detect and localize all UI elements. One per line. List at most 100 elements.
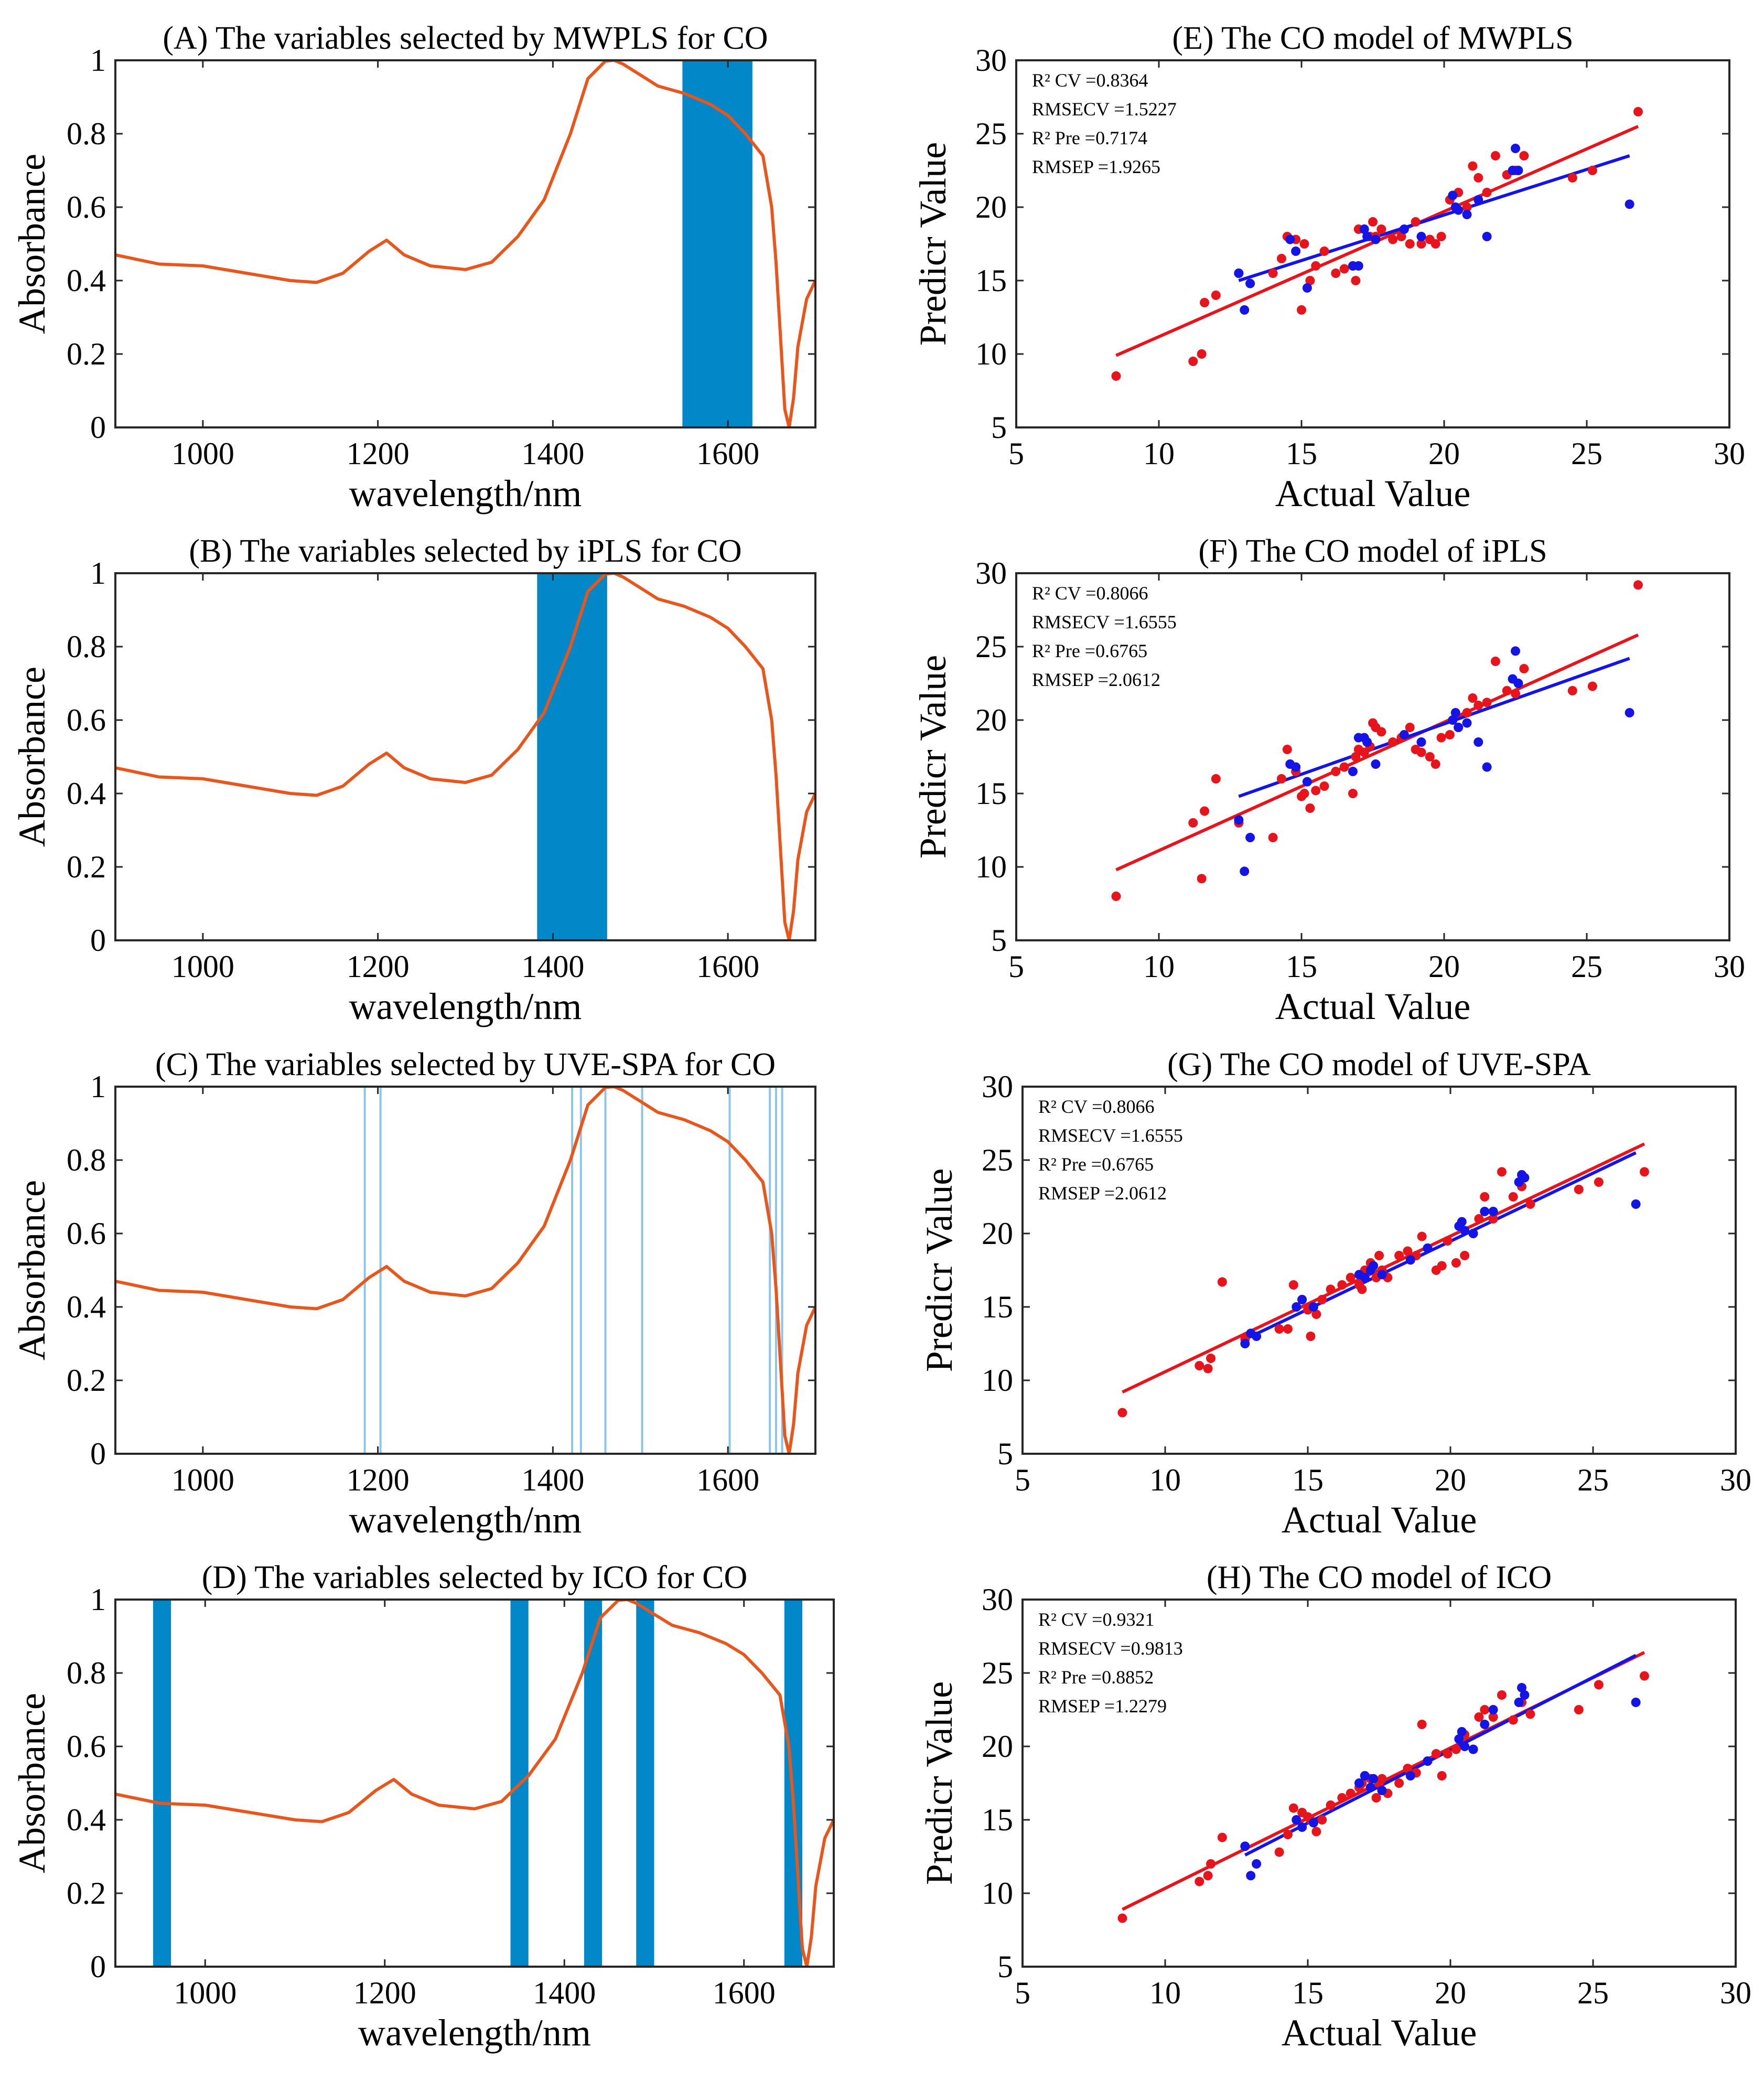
x-tick-label: 1200 — [347, 436, 410, 471]
calibration-point — [1197, 874, 1207, 884]
y-tick-label: 5 — [991, 923, 1007, 958]
x-tick-label: 1200 — [353, 1976, 416, 2010]
calibration-point — [1268, 833, 1278, 842]
calibration-point — [1403, 1764, 1413, 1773]
x-tick-label: 1400 — [521, 436, 584, 471]
y-tick-label: 20 — [975, 190, 1007, 224]
x-tick-label: 10 — [1149, 1463, 1181, 1497]
plot-area — [1111, 107, 1643, 381]
prediction-point — [1240, 1841, 1250, 1851]
x-tick-label: 15 — [1292, 1976, 1324, 2010]
prediction-point — [1520, 1690, 1530, 1700]
panel-f: R² CV =0.8066 RMSECV =1.6555 R² Pre =0.676… — [912, 533, 1745, 1027]
calibration-point — [1639, 1167, 1649, 1177]
y-tick-label: 0.8 — [67, 116, 106, 151]
prediction-point — [1405, 1771, 1415, 1780]
prediction-point — [1450, 708, 1460, 717]
spectrum-line — [115, 1600, 834, 1967]
calibration-point — [1283, 1324, 1293, 1334]
calibration-point — [1203, 1871, 1213, 1881]
y-tick-label: 10 — [975, 850, 1007, 884]
y-tick-label: 0.8 — [67, 629, 106, 664]
y-axis-label: Predicr Value — [918, 1681, 960, 1885]
prediction-point — [1468, 1744, 1478, 1754]
calibration-point — [1490, 151, 1500, 160]
panel-title: (B) The variables selected by iPLS for C… — [189, 533, 741, 569]
y-axis-label: Predicr Value — [912, 655, 954, 859]
calibration-point — [1502, 686, 1512, 695]
x-tick-label: 1000 — [171, 949, 234, 984]
y-tick-label: 5 — [991, 410, 1007, 445]
prediction-point — [1359, 224, 1369, 234]
x-tick-label: 5 — [1008, 436, 1024, 471]
y-tick-label: 0 — [90, 1436, 106, 1471]
calibration-point — [1274, 1324, 1284, 1334]
calibration-point — [1188, 818, 1198, 828]
selected-band — [682, 60, 752, 427]
y-tick-label: 0.6 — [67, 1729, 106, 1764]
calibration-point — [1346, 1273, 1356, 1282]
x-tick-label: 20 — [1428, 949, 1460, 984]
calibration-point — [1276, 774, 1286, 784]
prediction-point — [1369, 1261, 1379, 1271]
y-tick-label: 1 — [90, 1069, 106, 1104]
calibration-point — [1473, 173, 1483, 183]
prediction-point — [1348, 767, 1358, 776]
calibration-point — [1430, 759, 1440, 769]
panel-title: (D) The variables selected by ICO for CO — [202, 1560, 747, 1595]
calibration-point — [1519, 664, 1529, 673]
prediction-point — [1482, 762, 1492, 772]
panel-e: R² CV =0.8364 RMSECV =1.5227 R² Pre =0.717… — [912, 20, 1745, 514]
calibration-point — [1288, 1803, 1298, 1813]
x-axis-label: wavelength/nm — [349, 473, 582, 514]
prediction-point — [1252, 1332, 1262, 1341]
calibration-point — [1339, 762, 1349, 772]
y-tick-label: 15 — [975, 263, 1007, 298]
calibration-point — [1317, 1815, 1327, 1825]
stats-line: RMSECV =1.6555 — [1038, 1125, 1183, 1146]
stats-annotation: R² CV =0.8066 RMSECV =1.6555 R² Pre =0.676… — [1032, 583, 1177, 690]
x-tick-label: 1200 — [347, 949, 410, 984]
y-tick-label: 20 — [982, 1729, 1013, 1764]
y-tick-label: 25 — [975, 116, 1007, 151]
prediction-point — [1291, 246, 1301, 256]
prediction-point — [1448, 190, 1458, 200]
x-axis-label: Actual Value — [1275, 985, 1471, 1027]
calibration-point — [1268, 269, 1278, 278]
calibration-point — [1311, 1310, 1321, 1319]
prediction-point — [1423, 1756, 1433, 1766]
y-tick-label: 0.4 — [67, 263, 106, 298]
calibration-fit-line — [1115, 633, 1639, 872]
x-tick-label: 1000 — [171, 1463, 234, 1497]
calibration-point — [1587, 681, 1597, 691]
calibration-point — [1574, 1705, 1584, 1714]
prediction-point — [1480, 1207, 1490, 1216]
plot-area — [1111, 580, 1643, 901]
calibration-point — [1311, 261, 1321, 271]
prediction-point — [1631, 1698, 1641, 1707]
calibration-point — [1519, 151, 1529, 160]
calibration-point — [1388, 737, 1398, 747]
calibration-point — [1326, 1284, 1336, 1294]
calibration-point — [1511, 689, 1520, 699]
prediction-point — [1252, 1859, 1262, 1869]
x-tick-label: 1400 — [521, 1463, 584, 1497]
y-tick-label: 0.4 — [67, 1803, 106, 1837]
y-tick-label: 30 — [975, 43, 1007, 78]
prediction-point — [1362, 232, 1372, 241]
calibration-point — [1468, 693, 1478, 703]
plot-frame — [1021, 1599, 1737, 1968]
plot-frame — [1015, 572, 1730, 941]
y-tick-label: 15 — [982, 1290, 1013, 1324]
y-tick-label: 0.2 — [67, 850, 106, 884]
prediction-fit-line — [1238, 154, 1630, 282]
prediction-point — [1245, 833, 1255, 842]
prediction-point — [1297, 1822, 1307, 1832]
prediction-point — [1302, 777, 1312, 787]
calibration-point — [1305, 803, 1315, 813]
y-tick-label: 1 — [90, 556, 106, 591]
calibration-point — [1396, 232, 1406, 241]
calibration-point — [1490, 657, 1500, 666]
calibration-point — [1633, 107, 1643, 116]
calibration-point — [1306, 1332, 1316, 1341]
